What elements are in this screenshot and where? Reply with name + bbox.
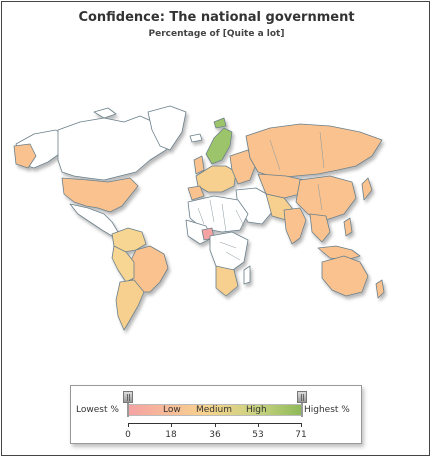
medium-label: Medium <box>196 405 232 415</box>
region-argentina[interactable] <box>115 279 145 331</box>
tick-mark <box>171 423 172 427</box>
region-uk[interactable] <box>193 155 205 175</box>
tick-mark <box>258 423 259 427</box>
tick-label: 18 <box>165 430 177 440</box>
region-greenland[interactable] <box>147 105 187 151</box>
max-range-handle[interactable] <box>297 391 307 417</box>
region-india[interactable] <box>283 207 307 245</box>
map-subtitle: Percentage of [Quite a lot] <box>148 29 285 39</box>
min-range-handle[interactable] <box>123 391 133 417</box>
region-southern-africa[interactable] <box>215 265 239 297</box>
tick-label: 0 <box>125 430 131 440</box>
tick-mark <box>215 423 216 427</box>
tick-mark <box>128 423 129 427</box>
region-arctic-islands[interactable] <box>93 107 117 119</box>
region-canada[interactable] <box>57 115 171 181</box>
region-russia[interactable] <box>245 123 383 179</box>
tick-label: 53 <box>252 430 264 440</box>
region-scandinavia[interactable] <box>205 127 233 165</box>
max-handle-stem <box>301 403 303 417</box>
tick-mark <box>301 423 302 427</box>
region-central-africa[interactable] <box>209 231 249 273</box>
high-label: High <box>246 405 267 415</box>
region-svalbard[interactable] <box>213 117 227 129</box>
highest-label: Highest % <box>304 405 350 415</box>
region-southeast-asia[interactable] <box>309 213 331 243</box>
region-peru[interactable] <box>111 245 135 283</box>
region-indonesia[interactable] <box>317 245 361 261</box>
lowest-label: Lowest % <box>76 405 119 415</box>
region-madagascar[interactable] <box>243 265 251 285</box>
region-alaska-peninsula[interactable] <box>13 143 37 169</box>
region-spain[interactable] <box>187 185 205 201</box>
region-eastern-europe[interactable] <box>229 149 257 185</box>
min-handle-knob[interactable] <box>123 391 133 403</box>
country-borders <box>197 131 325 261</box>
region-iceland[interactable] <box>189 133 203 143</box>
region-western-europe[interactable] <box>195 165 237 193</box>
low-label: Low <box>163 405 181 415</box>
max-handle-knob[interactable] <box>297 391 307 403</box>
world-map <box>13 105 385 331</box>
tick-label: 71 <box>295 430 307 440</box>
region-japan[interactable] <box>361 177 373 201</box>
region-north-africa[interactable] <box>187 195 249 233</box>
region-china[interactable] <box>295 175 357 221</box>
region-australia[interactable] <box>321 255 369 297</box>
region-new-zealand[interactable] <box>375 279 385 299</box>
region-philippines[interactable] <box>343 217 353 237</box>
legend: Lowest % Highest % Low Medium High 0 18 … <box>70 385 362 444</box>
min-handle-stem <box>127 403 129 417</box>
region-usa[interactable] <box>61 177 139 213</box>
tick-label: 36 <box>209 430 221 440</box>
map-title: Confidence: The national government <box>78 10 355 25</box>
